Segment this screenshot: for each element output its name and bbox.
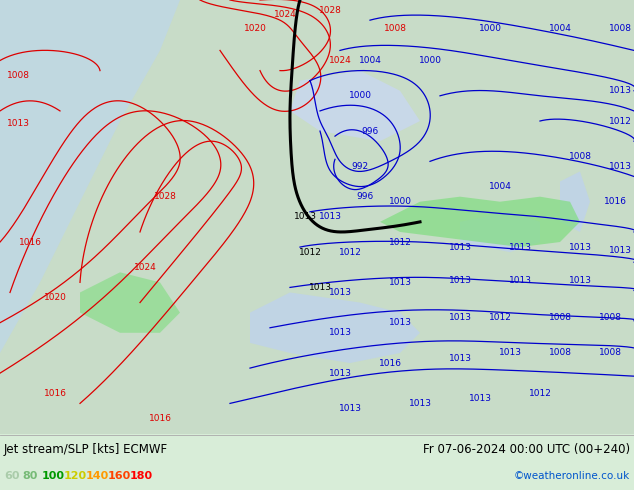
Text: 80: 80 [22,471,37,481]
Text: 1013: 1013 [328,288,351,297]
Text: 1008: 1008 [609,24,631,33]
Text: 160: 160 [108,471,131,481]
Text: 140: 140 [86,471,109,481]
Text: 1013: 1013 [498,348,522,358]
Polygon shape [460,212,540,252]
Text: 1000: 1000 [389,197,411,206]
Text: 100: 100 [42,471,65,481]
Text: 1013: 1013 [609,86,631,95]
Text: 1008: 1008 [548,313,571,322]
Text: 1004: 1004 [359,56,382,65]
Text: 1013: 1013 [389,278,411,287]
Text: 1004: 1004 [548,24,571,33]
Text: 1024: 1024 [134,263,157,272]
Text: 1012: 1012 [389,238,411,246]
Text: 1012: 1012 [339,247,361,257]
Text: 1013: 1013 [469,394,491,403]
Text: 1013: 1013 [508,276,531,285]
Text: 1013: 1013 [328,328,351,337]
Text: 992: 992 [351,162,368,171]
Text: 1028: 1028 [318,5,342,15]
Text: 1013: 1013 [339,404,361,413]
Polygon shape [0,0,180,434]
Polygon shape [560,172,590,232]
Text: 1008: 1008 [569,152,592,161]
Polygon shape [80,272,180,333]
Text: 1016: 1016 [604,197,626,206]
Text: 1013: 1013 [309,283,332,292]
Text: 1013: 1013 [328,368,351,378]
Polygon shape [250,293,420,363]
Text: Jet stream/SLP [kts] ECMWF: Jet stream/SLP [kts] ECMWF [4,443,168,456]
Text: 1004: 1004 [489,182,512,191]
Text: 1016: 1016 [378,359,401,368]
Text: 1008: 1008 [548,348,571,358]
Text: 1013: 1013 [448,276,472,285]
Text: 1020: 1020 [243,24,266,33]
Text: 1013: 1013 [569,243,592,251]
Text: 1008: 1008 [598,348,621,358]
Text: ©weatheronline.co.uk: ©weatheronline.co.uk [514,471,630,481]
Text: 1024: 1024 [328,56,351,65]
Text: 60: 60 [4,471,20,481]
Text: 1013: 1013 [389,318,411,327]
Text: 1016: 1016 [148,414,172,423]
Polygon shape [380,196,580,247]
Text: 1013: 1013 [294,212,316,221]
Polygon shape [290,71,420,141]
Text: 120: 120 [64,471,87,481]
Text: 1000: 1000 [349,91,372,100]
Text: 1016: 1016 [44,389,67,398]
Text: 1013: 1013 [318,212,342,221]
Text: 1013: 1013 [448,353,472,363]
Text: 1012: 1012 [489,313,512,322]
Text: 1024: 1024 [274,10,296,19]
Text: Fr 07-06-2024 00:00 UTC (00+240): Fr 07-06-2024 00:00 UTC (00+240) [423,443,630,456]
Text: 1013: 1013 [448,243,472,251]
Text: 1012: 1012 [529,389,552,398]
Text: 1016: 1016 [18,238,41,246]
Text: 1008: 1008 [384,24,406,33]
Text: 1008: 1008 [6,71,30,80]
Text: 180: 180 [130,471,153,481]
Text: 1012: 1012 [609,117,631,125]
Text: 1020: 1020 [44,293,67,302]
Text: 1000: 1000 [418,56,441,65]
Text: 1013: 1013 [408,399,432,408]
Text: 1008: 1008 [598,313,621,322]
Text: 1012: 1012 [299,247,321,257]
Text: 996: 996 [361,126,378,136]
Text: 1013: 1013 [448,313,472,322]
Text: 1013: 1013 [609,245,631,255]
Text: 1013: 1013 [569,276,592,285]
Text: 1013: 1013 [6,119,30,127]
Text: 1013: 1013 [508,243,531,251]
Text: 1000: 1000 [479,24,501,33]
Text: 1028: 1028 [153,192,176,201]
Text: 996: 996 [356,192,373,201]
Text: 1013: 1013 [609,162,631,171]
